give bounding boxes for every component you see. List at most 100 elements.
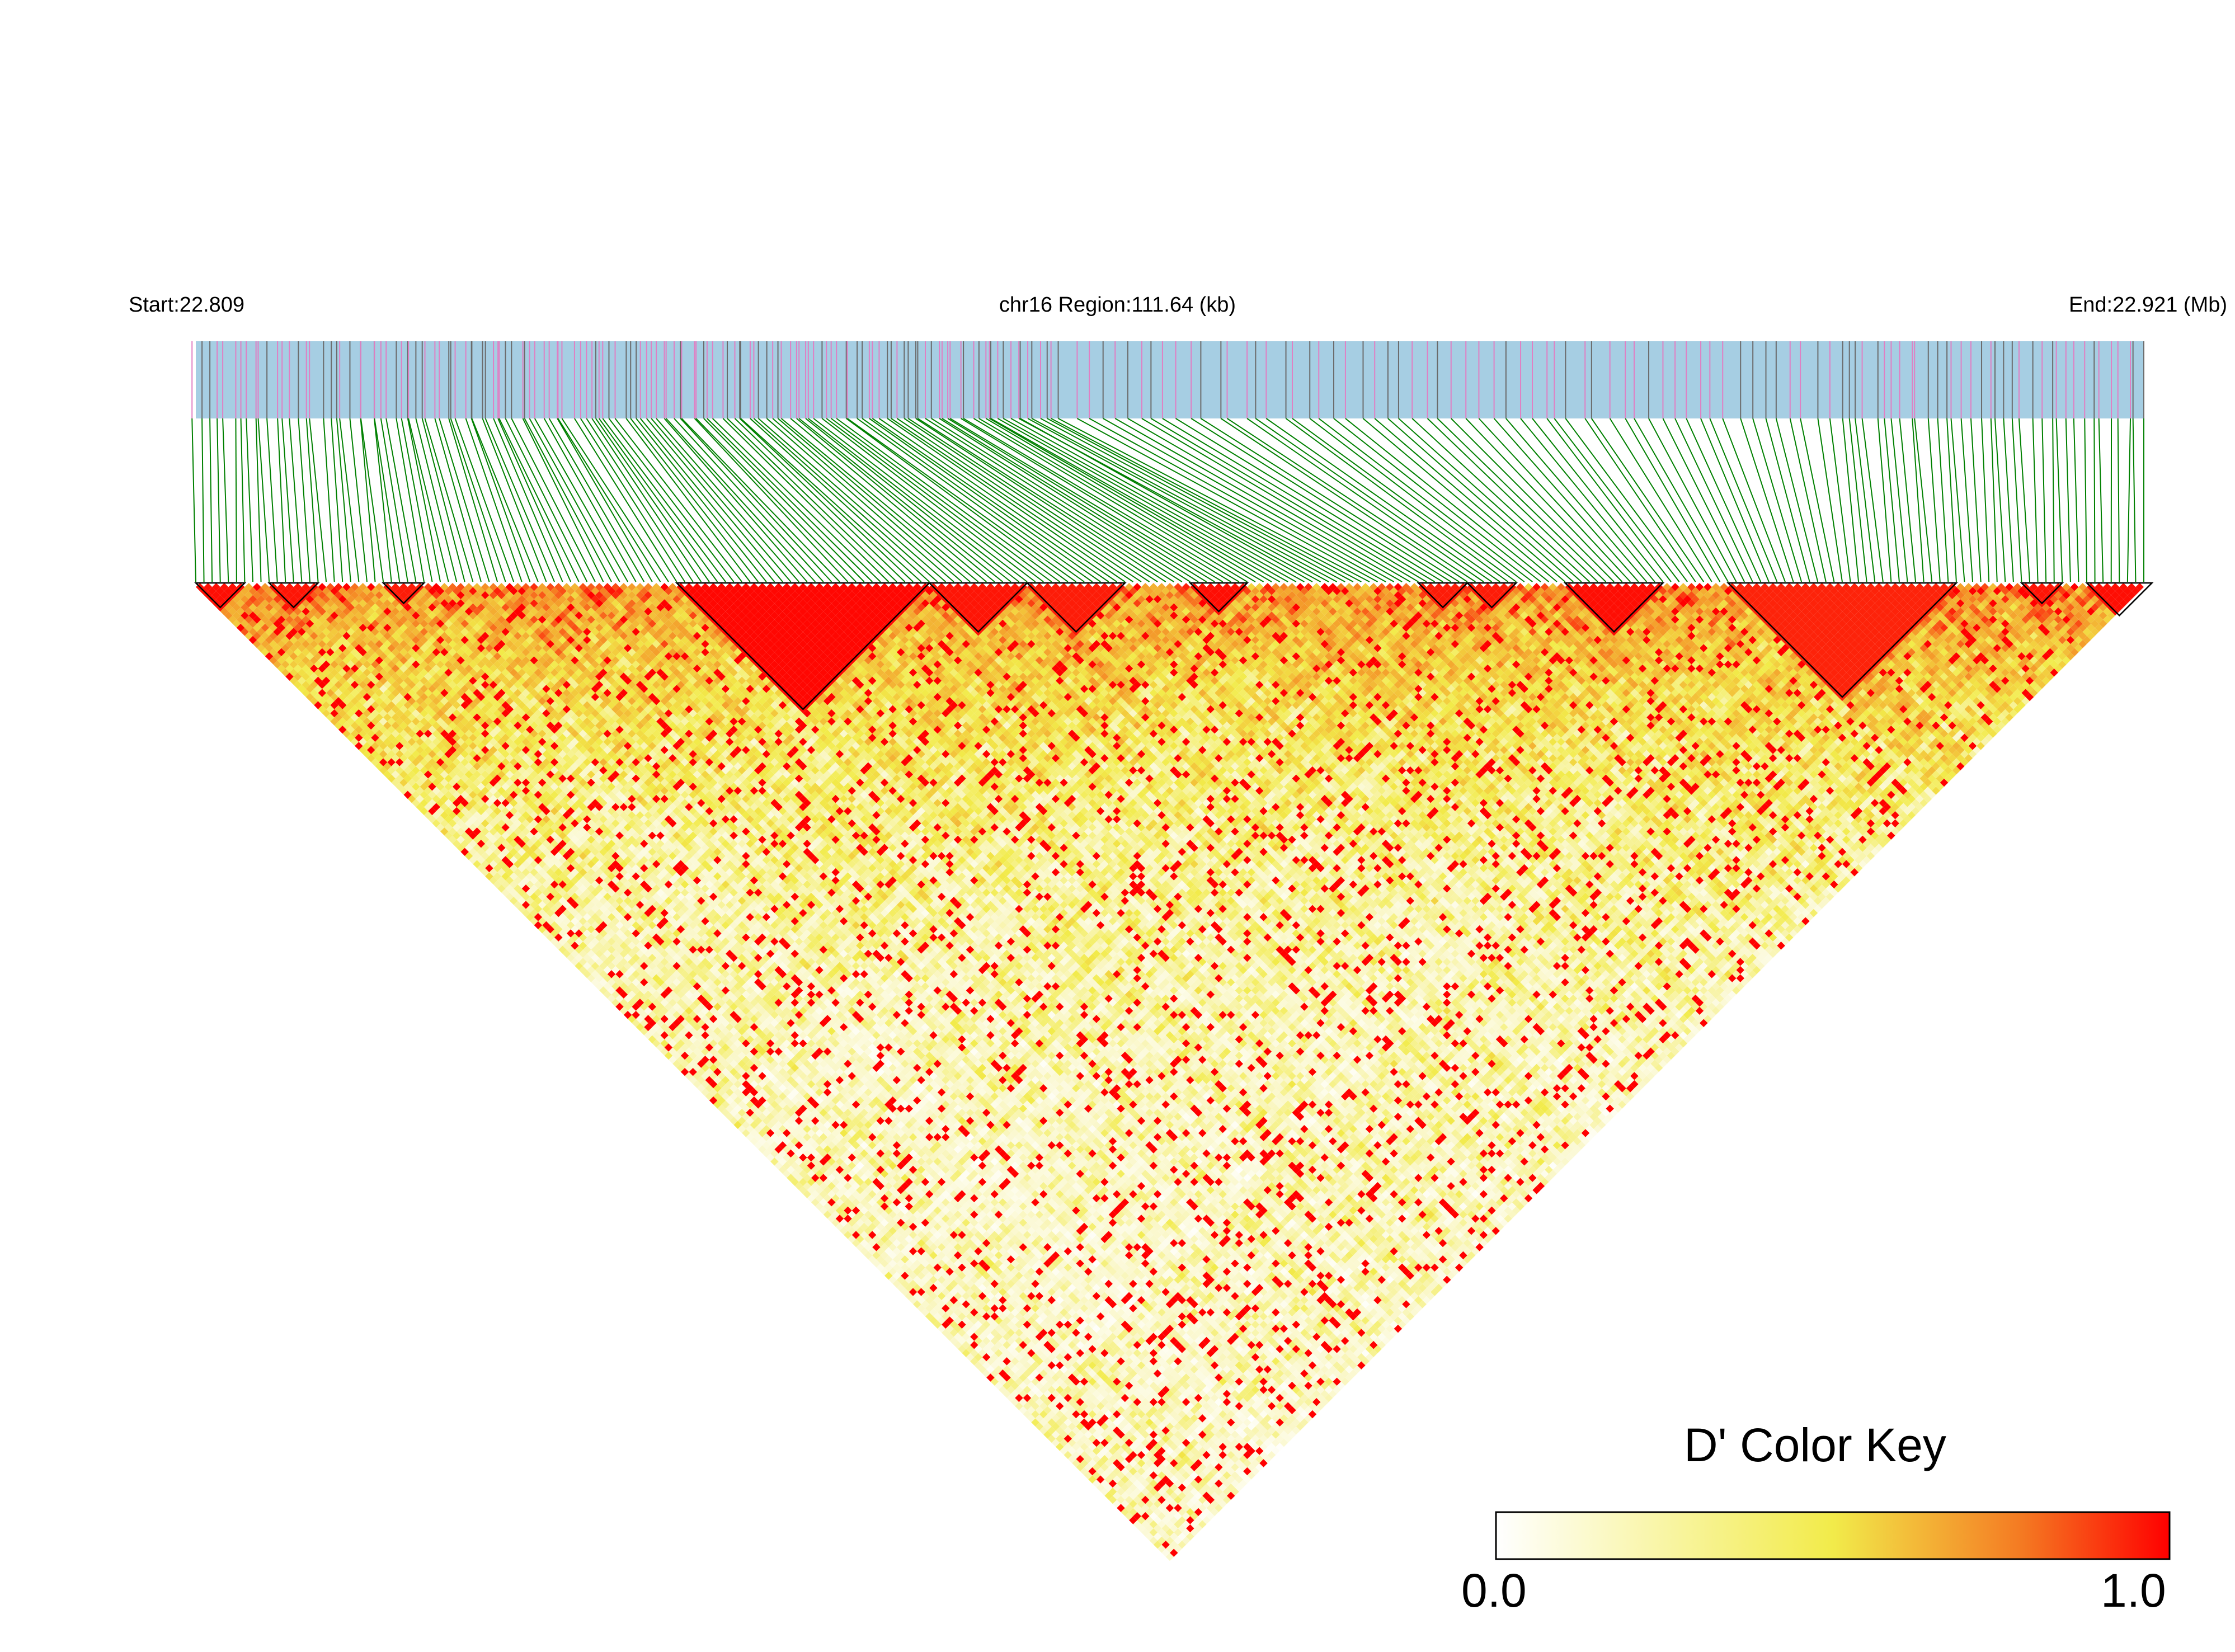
snp-connector-line	[472, 418, 530, 582]
snp-connector-line	[727, 418, 897, 582]
snp-connector-line	[402, 418, 432, 582]
snp-connector-line	[2003, 418, 2013, 582]
ld-heatmap	[196, 583, 2144, 1561]
snp-connector-line	[1532, 418, 1663, 582]
snp-connector-line	[1266, 418, 1500, 582]
snp-connector-line	[1701, 418, 1769, 582]
snp-connector-line	[2053, 418, 2054, 582]
snp-connector-line	[767, 418, 954, 582]
snp-connector-line	[210, 418, 212, 582]
snp-connector-line	[241, 418, 245, 582]
snp-connector-line	[1776, 418, 1818, 582]
snp-position-track	[192, 341, 2144, 418]
snp-connector-line	[511, 418, 595, 582]
snp-connector-line	[1766, 418, 1810, 582]
snp-connector-line	[2085, 418, 2087, 582]
snp-connector-line	[1914, 418, 1932, 582]
snp-connector-line	[651, 418, 791, 582]
snp-connector-line	[557, 418, 652, 582]
snp-connector-line	[887, 418, 1125, 582]
snp-connector-line	[2128, 418, 2130, 582]
snp-connector-line	[1843, 418, 1858, 582]
snp-connector-line	[1982, 418, 1989, 582]
snp-connector-line	[1585, 418, 1695, 582]
snp-connector-line	[482, 418, 546, 582]
snp-connector-line	[1437, 418, 1606, 582]
snp-connector-line	[759, 418, 946, 582]
snp-connector-line	[425, 418, 473, 582]
snp-connector-line	[1818, 418, 1842, 582]
snp-connector-line	[1292, 418, 1516, 582]
snp-connector-line	[1428, 418, 1598, 582]
snp-connector-line	[1884, 418, 1899, 582]
snp-connector-line	[374, 418, 399, 582]
snp-connector-line	[381, 418, 408, 582]
snp-connector-lines	[192, 418, 2144, 582]
snp-connector-line	[223, 418, 228, 582]
snp-connector-line	[361, 418, 375, 582]
snp-connector-line	[1625, 418, 1720, 582]
snp-connector-line	[822, 418, 1035, 582]
snp-connector-line	[192, 418, 196, 582]
snp-connector-line	[525, 418, 611, 582]
snp-connector-line	[696, 418, 856, 582]
snp-connector-line	[535, 418, 628, 582]
snp-connector-line	[217, 418, 220, 582]
snp-connector-line	[630, 418, 758, 582]
snp-connector-line	[713, 418, 881, 582]
snp-connector-line	[1521, 418, 1655, 582]
snp-connector-line	[1790, 418, 1826, 582]
snp-connector-line	[374, 418, 392, 582]
snp-connector-line	[416, 418, 457, 582]
snp-connector-line	[2057, 418, 2063, 582]
snp-track-background	[196, 341, 2144, 418]
snp-connector-line	[1047, 418, 1353, 582]
snp-connector-line	[741, 418, 921, 582]
snp-connector-line	[1830, 418, 1851, 582]
snp-connector-line	[615, 418, 742, 582]
snp-connector-line	[1938, 418, 1949, 582]
snp-connector-line	[1891, 418, 1907, 582]
snp-connector-line	[1753, 418, 1801, 582]
snp-connector-line	[337, 418, 351, 582]
snp-connector-line	[267, 418, 277, 582]
snp-connector-line	[826, 418, 1043, 582]
snp-connector-line	[680, 418, 831, 582]
snp-connector-line	[592, 418, 701, 582]
snp-connector-line	[340, 418, 359, 582]
snp-connector-line	[1388, 418, 1573, 582]
snp-connector-line	[695, 418, 848, 582]
snp-connector-line	[1928, 418, 1940, 582]
snp-connector-line	[1565, 418, 1687, 582]
snp-connector-line	[246, 418, 253, 582]
snp-connector-line	[2094, 418, 2095, 582]
snp-connector-line	[499, 418, 578, 582]
snp-connector-line	[486, 418, 554, 582]
snp-connector-line	[2033, 418, 2038, 582]
snp-connector-line	[1363, 418, 1557, 582]
snp-connector-line	[636, 418, 766, 582]
snp-connector-line	[408, 418, 440, 582]
snp-connector-line	[1077, 418, 1377, 582]
snp-connector-line	[963, 418, 1239, 582]
snp-connector-line	[2042, 418, 2046, 582]
snp-connector-line	[2099, 418, 2103, 582]
snp-connector-line	[1800, 418, 1834, 582]
snp-connector-line	[449, 418, 497, 582]
snp-connector-line	[2066, 418, 2071, 582]
snp-connector-line	[2118, 418, 2120, 582]
snp-connector-line	[1947, 418, 1956, 582]
snp-connector-line	[1003, 418, 1296, 582]
snp-connector-line	[908, 418, 1158, 582]
snp-connector-line	[1971, 418, 1981, 582]
snp-connector-line	[869, 418, 1100, 582]
snp-connector-line	[799, 418, 1003, 582]
snp-connector-line	[1912, 418, 1923, 582]
snp-connector-line	[202, 418, 204, 582]
snp-connector-line	[2074, 418, 2079, 582]
snp-connector-line	[599, 418, 718, 582]
snp-connector-line	[2133, 418, 2136, 582]
snp-connector-line	[1900, 418, 1916, 582]
snp-connector-line	[1201, 418, 1459, 582]
